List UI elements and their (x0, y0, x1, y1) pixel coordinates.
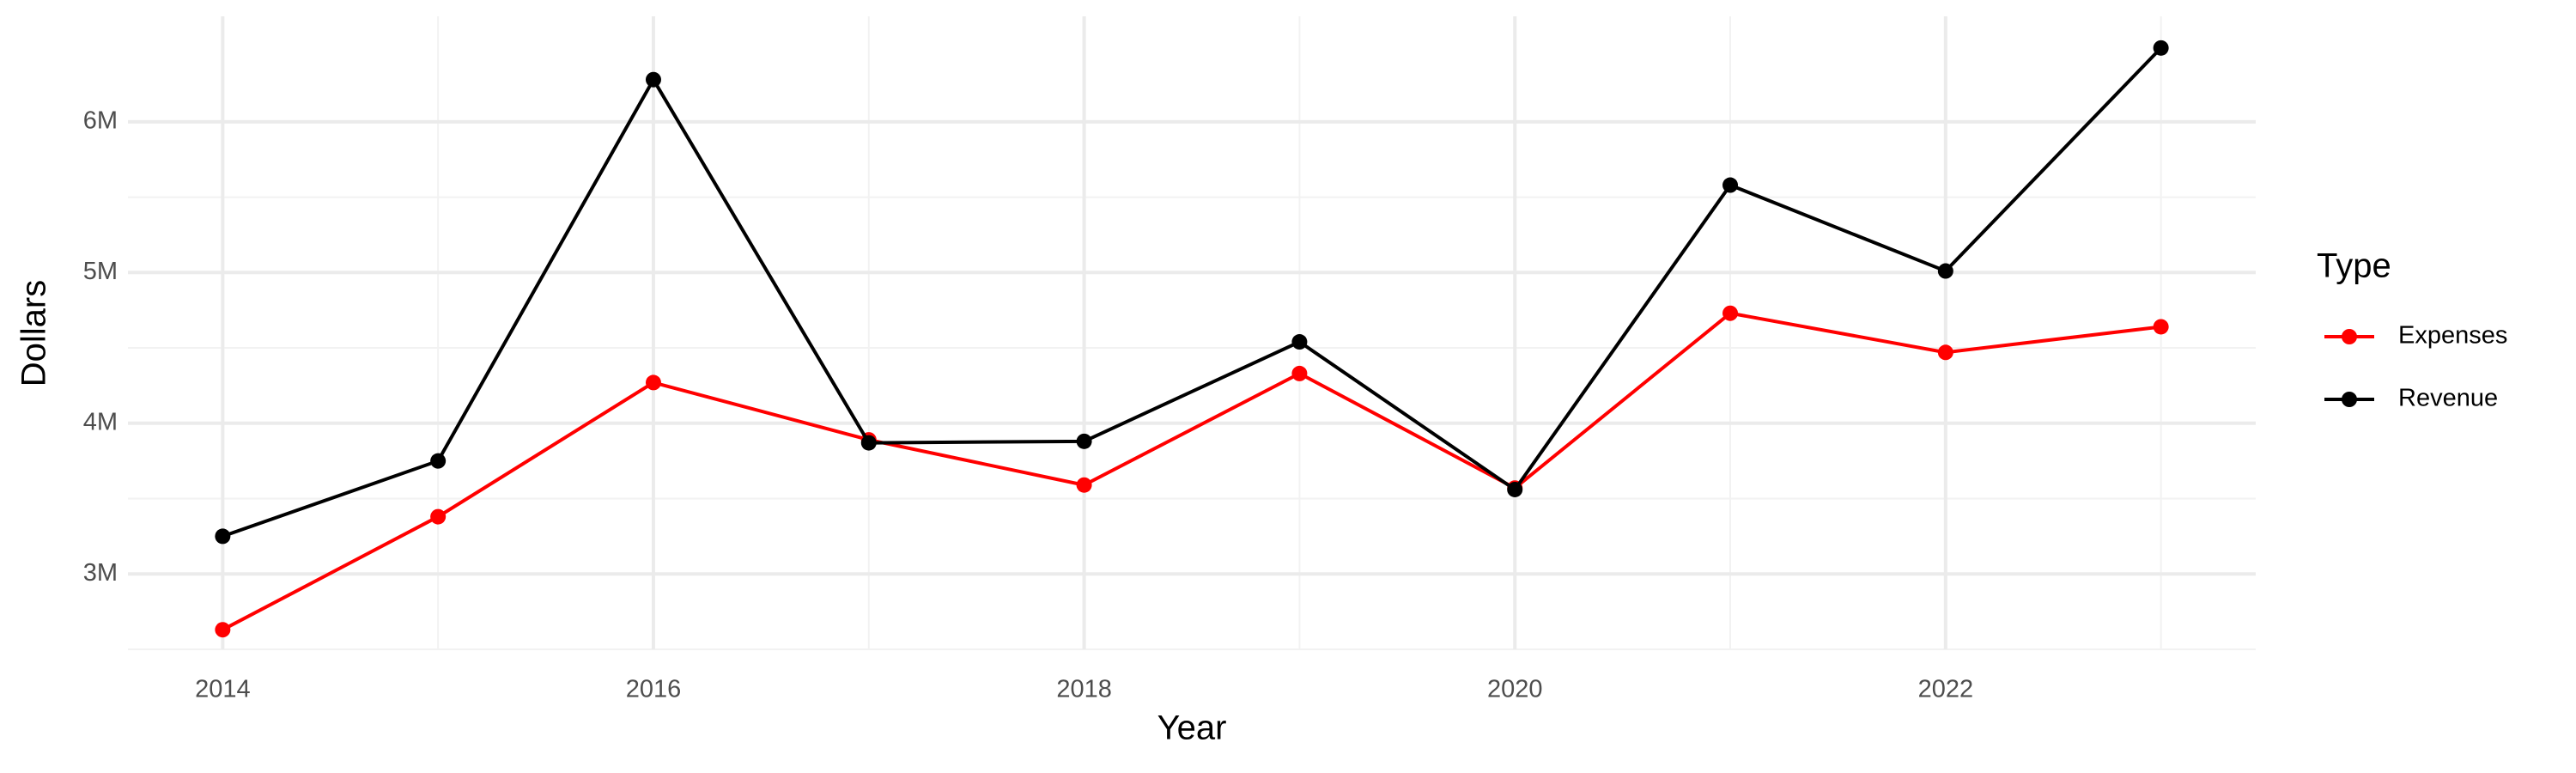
point (1722, 177, 1739, 193)
line (222, 46, 2163, 539)
point (2153, 40, 2169, 56)
point (1076, 477, 1092, 493)
legend-label: Revenue (2398, 385, 2498, 412)
x-tick-label: 2022 (1918, 676, 1974, 703)
y-tick-label: 4M (83, 408, 118, 435)
point (215, 622, 231, 638)
x-axis-title: Year (1157, 709, 1227, 747)
legend-label: Expenses (2398, 322, 2507, 350)
point (645, 374, 661, 391)
x-tick-label: 2016 (626, 676, 682, 703)
point (2153, 319, 2169, 335)
point (215, 528, 231, 545)
x-tick-label: 2014 (195, 676, 251, 703)
point (1937, 344, 1953, 361)
legend-title: Type (2317, 247, 2391, 285)
x-tick-label: 2018 (1056, 676, 1112, 703)
point (1076, 433, 1092, 449)
point (430, 508, 447, 525)
point (645, 71, 661, 88)
x-tick-label: 2020 (1487, 676, 1543, 703)
point (860, 435, 877, 451)
line (222, 311, 2161, 631)
legend-point (2342, 392, 2357, 407)
point (1722, 305, 1739, 321)
point (430, 453, 447, 469)
point (1291, 365, 1308, 381)
y-tick-label: 3M (83, 559, 118, 587)
y-tick-label: 6M (83, 107, 118, 134)
point (1291, 334, 1308, 350)
legend-point (2342, 329, 2357, 344)
y-tick-label: 5M (83, 258, 118, 285)
point (1937, 263, 1953, 279)
point (1507, 481, 1523, 497)
y-axis-title: Dollars (15, 280, 53, 386)
